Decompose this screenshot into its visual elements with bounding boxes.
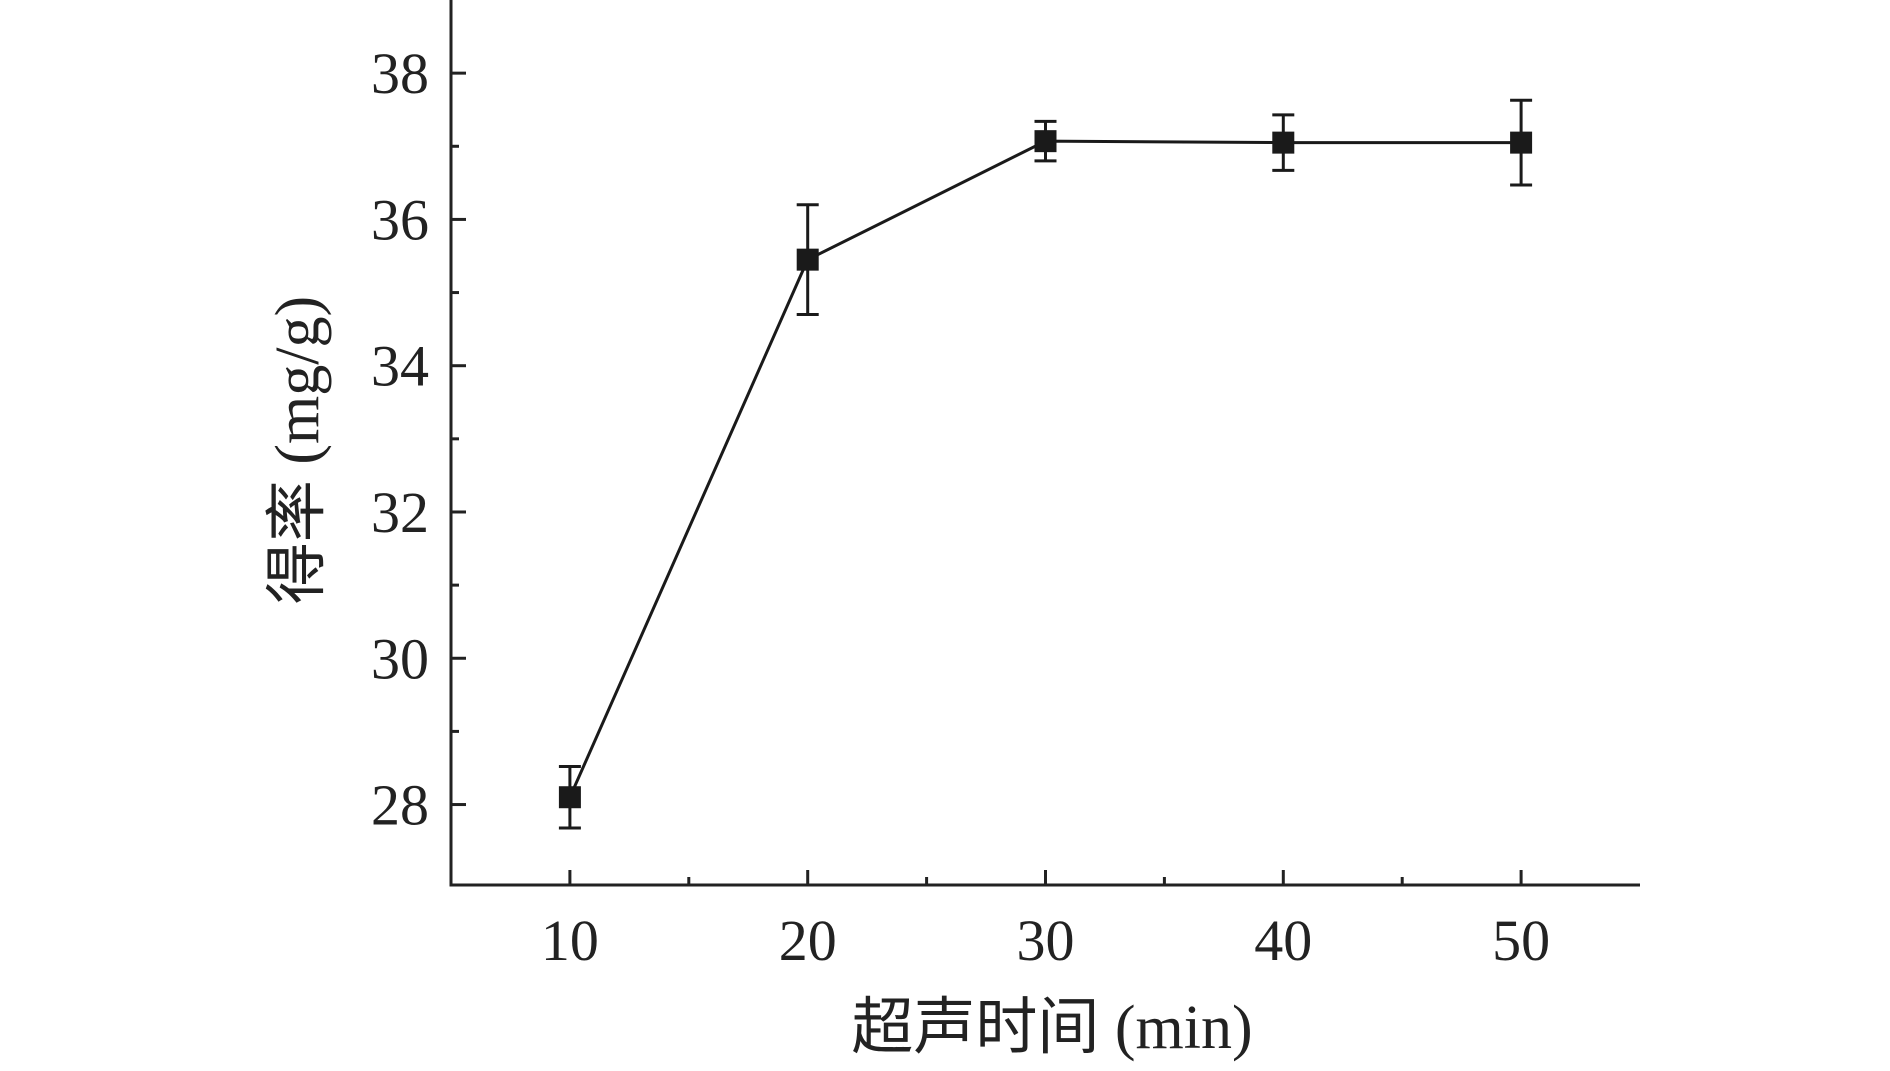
ticks-layer: 10 20 30 40 50 28 30 32 34 36 38 <box>371 41 1550 973</box>
x-axis-label: 超声时间 (min) <box>851 994 1252 1062</box>
data-point <box>1272 131 1295 154</box>
x-tick-label-30: 30 <box>1017 908 1075 973</box>
x-tick-label-10: 10 <box>541 908 599 973</box>
series-layer <box>558 98 1533 830</box>
y-tick-label-32: 32 <box>371 480 429 545</box>
data-point <box>1510 131 1533 154</box>
y-axis-label: 得率 (mg/g) <box>264 296 332 604</box>
data-point <box>796 248 819 271</box>
x-tick-label-20: 20 <box>779 908 837 973</box>
data-point <box>1034 130 1057 153</box>
y-tick-label-38: 38 <box>371 41 429 106</box>
y-tick-label-28: 28 <box>371 773 429 838</box>
y-tick-label-34: 34 <box>371 334 429 399</box>
x-tick-label-50: 50 <box>1492 908 1550 973</box>
y-tick-label-36: 36 <box>371 187 429 252</box>
y-tick-label-30: 30 <box>371 626 429 691</box>
x-tick-label-40: 40 <box>1254 908 1312 973</box>
series-line-0 <box>568 139 1522 798</box>
data-point <box>558 786 581 809</box>
